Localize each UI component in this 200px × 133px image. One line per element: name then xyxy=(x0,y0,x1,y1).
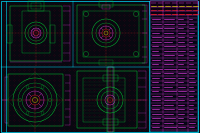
Bar xyxy=(103,119,118,125)
Bar xyxy=(7,25,12,43)
Bar xyxy=(99,1,113,7)
Bar xyxy=(10,6,62,61)
Bar xyxy=(83,11,139,57)
Bar xyxy=(103,75,118,81)
Bar xyxy=(8,74,63,126)
Bar xyxy=(99,60,113,65)
Bar xyxy=(31,3,41,9)
Bar xyxy=(150,1,198,132)
Bar xyxy=(150,1,198,15)
Bar xyxy=(77,71,137,128)
Bar xyxy=(50,25,55,43)
Bar xyxy=(108,67,113,132)
Bar xyxy=(107,67,114,132)
Bar xyxy=(28,1,44,11)
Bar xyxy=(22,11,50,53)
Bar xyxy=(77,5,145,63)
Bar xyxy=(83,78,125,122)
Bar xyxy=(102,5,110,9)
